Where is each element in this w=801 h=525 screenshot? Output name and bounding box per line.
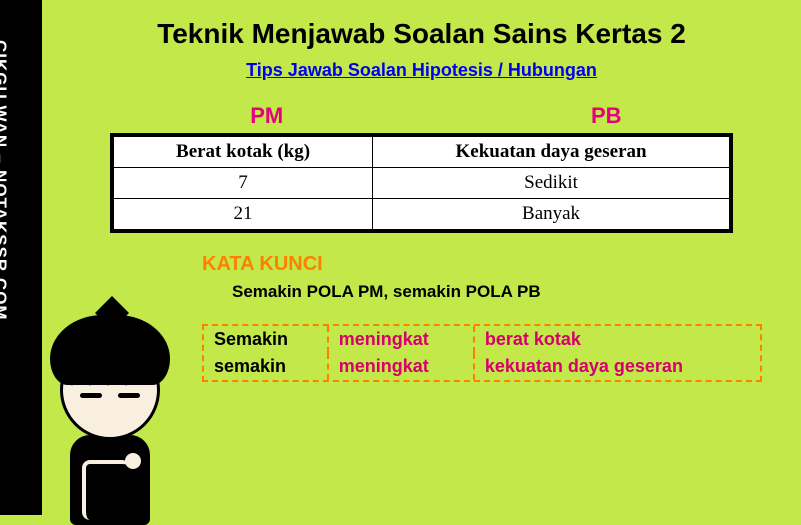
table-header-row: Berat kotak (kg) Kekuatan daya geseran <box>114 137 730 168</box>
col-header-1: Kekuatan daya geseran <box>373 137 730 168</box>
kata-kunci-text: Semakin POLA PM, semakin POLA PB <box>232 282 771 302</box>
page-title: Teknik Menjawab Soalan Sains Kertas 2 <box>72 18 771 50</box>
col-header-0: Berat kotak (kg) <box>114 137 373 168</box>
answer-cell: meningkat <box>327 326 473 353</box>
answer-cell: meningkat <box>327 353 473 380</box>
answer-cell: berat kotak <box>473 326 760 353</box>
data-table: Berat kotak (kg) Kekuatan daya geseran 7… <box>113 136 730 230</box>
table-row: 21 Banyak <box>114 199 730 230</box>
kata-kunci-label: KATA KUNCI <box>202 253 771 276</box>
char-eye-right <box>118 393 140 398</box>
answer-cell: kekuatan daya geseran <box>473 353 760 380</box>
label-pm: PM <box>112 103 422 129</box>
variable-labels-row: PM PB <box>72 103 771 129</box>
char-hand <box>125 453 141 469</box>
cell: Sedikit <box>373 168 730 199</box>
answer-cell: Semakin <box>204 326 327 353</box>
answer-row: Semakin meningkat berat kotak <box>204 326 760 353</box>
answer-row: semakin meningkat kekuatan daya geseran <box>204 353 760 380</box>
char-fringe <box>65 360 155 390</box>
answer-box: Semakin meningkat berat kotak semakin me… <box>202 324 762 382</box>
char-arm <box>82 460 130 520</box>
table-row: 7 Sedikit <box>114 168 730 199</box>
cell: 21 <box>114 199 373 230</box>
char-eye-left <box>80 393 102 398</box>
data-table-wrap: Berat kotak (kg) Kekuatan daya geseran 7… <box>110 133 733 233</box>
page-subtitle: Tips Jawab Soalan Hipotesis / Hubungan <box>72 60 771 81</box>
cell: 7 <box>114 168 373 199</box>
cell: Banyak <box>373 199 730 230</box>
character-illustration <box>30 305 190 525</box>
sidebar-credit: CIKGU WAN – NOTAKSSR.COM <box>0 40 10 321</box>
answer-cell: semakin <box>204 353 327 380</box>
label-pb: PB <box>422 103 732 129</box>
